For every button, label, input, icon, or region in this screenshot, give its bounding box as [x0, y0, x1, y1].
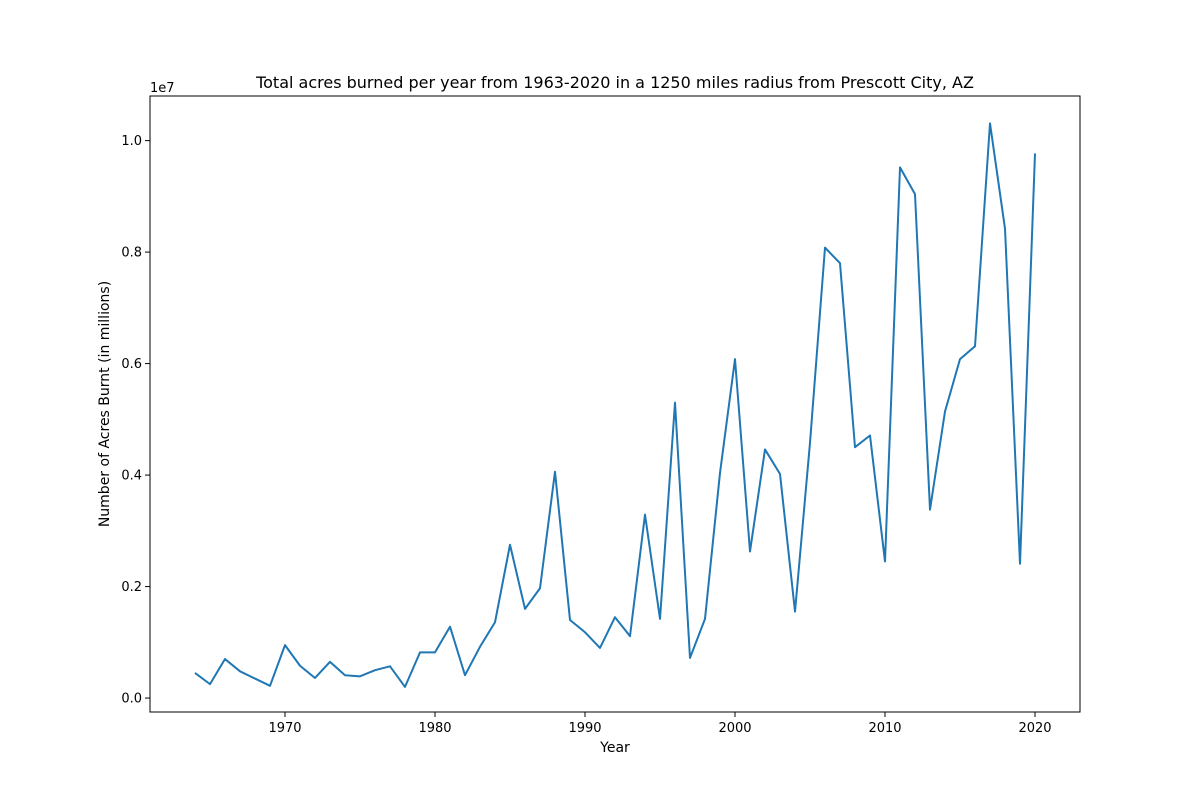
- y-tick-label: 0.6: [121, 357, 142, 372]
- y-axis-offset-label: 1e7: [150, 81, 175, 96]
- y-tick-label: 1.0: [121, 134, 142, 149]
- x-tick-label: 1970: [268, 721, 301, 736]
- plot-area-frame: [149, 95, 1081, 713]
- y-tick-label: 0.0: [121, 692, 142, 707]
- chart-title: Total acres burned per year from 1963-20…: [255, 73, 974, 92]
- series-line: [194, 122, 1036, 688]
- x-tick-label: 2010: [868, 721, 901, 736]
- x-axis-ticks: 1970 1980 1990 2000 2010 2020: [268, 712, 1052, 736]
- y-axis-label: Number of Acres Burnt (in millions): [97, 281, 113, 527]
- x-tick-label: 1980: [418, 721, 451, 736]
- y-tick-label: 0.4: [121, 469, 142, 484]
- x-tick-label: 2000: [718, 721, 751, 736]
- y-tick-label: 0.2: [121, 580, 142, 595]
- y-axis-ticks: 0.0 0.2 0.4 0.6 0.8 1.0: [121, 134, 150, 707]
- x-tick-label: 2020: [1018, 721, 1051, 736]
- x-axis-label: Year: [599, 740, 630, 756]
- y-tick-label: 0.8: [121, 246, 142, 261]
- x-tick-label: 1990: [568, 721, 601, 736]
